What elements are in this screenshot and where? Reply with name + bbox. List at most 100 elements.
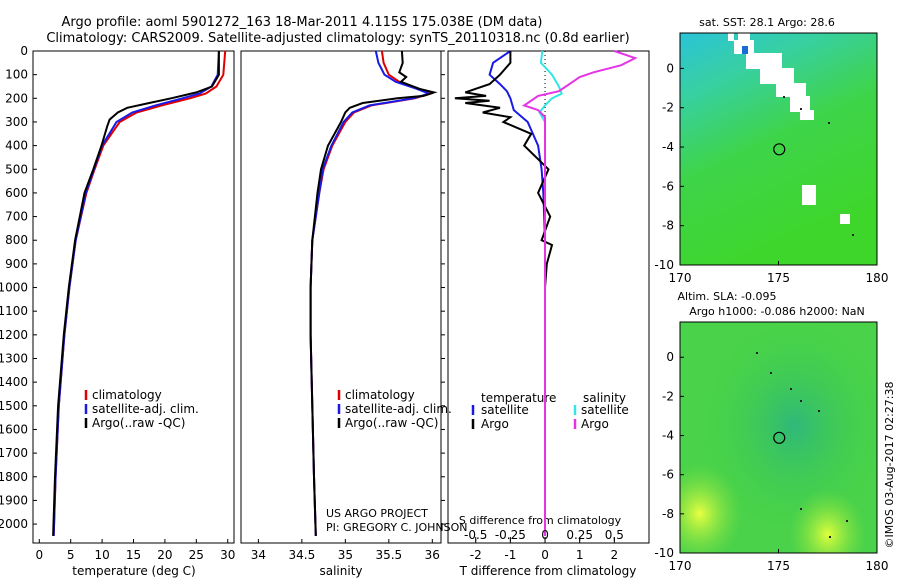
x-tick-label: -2	[470, 548, 482, 562]
series-line-climatology	[309, 50, 434, 536]
y-tick-label: 1400	[0, 375, 28, 389]
y-tick-label: 300	[5, 115, 28, 129]
sla-map-title-line2: Argo h1000: -0.086 h2000: NaN	[689, 305, 865, 318]
x-tick-label: 10	[94, 548, 109, 562]
series-line-climatology	[52, 50, 227, 536]
y-tick-label: 1200	[0, 328, 28, 342]
difference-bottom-xlabel: T difference from climatology	[459, 564, 637, 578]
legend-label: Argo(..raw -QC)	[92, 416, 185, 430]
map-x-tick-label: 175	[767, 271, 790, 285]
temperature-xlabel: temperature (deg C)	[72, 564, 195, 578]
map-y-tick-label: -2	[662, 389, 674, 403]
x-tick-label: 34.5	[289, 548, 316, 562]
legend-label: climatology	[345, 388, 415, 402]
figure-title-line1: Argo profile: aoml 5901272_163 18-Mar-20…	[62, 15, 543, 30]
x-tick-label: 2	[611, 548, 619, 562]
y-tick-label: 600	[5, 186, 28, 200]
map-x-tick-label: 180	[866, 271, 889, 285]
x-tick-label-top: -0.5	[464, 528, 487, 542]
map-x-tick-label: 175	[767, 559, 790, 573]
x-tick-label-top: 0	[541, 528, 549, 542]
map-x-tick-label: 170	[669, 271, 692, 285]
y-tick-label: 0	[20, 44, 28, 58]
series-line-satellite-adj-clim-	[52, 50, 220, 536]
map-y-tick-label: -10	[654, 258, 674, 272]
legend-label: Argo	[481, 417, 509, 431]
sst-cloud-mask	[728, 33, 850, 224]
island-speck	[800, 108, 802, 110]
copyright-stamp: ©IMOS 03-Aug-2017 02:27:38	[883, 382, 896, 549]
legend-label: Argo	[581, 417, 609, 431]
island-speck	[852, 234, 854, 236]
island-speck	[829, 536, 831, 538]
x-tick-label: 35.5	[375, 548, 402, 562]
salinity-xlabel: salinity	[319, 564, 362, 578]
legend-label: satellite-adj. clim.	[345, 402, 452, 416]
map-y-tick-label: -4	[662, 140, 674, 154]
y-tick-label: 400	[5, 139, 28, 153]
map-y-tick-label: -8	[662, 219, 674, 233]
y-tick-label: 1700	[0, 446, 28, 460]
series-line-temperature-satellite	[488, 50, 546, 536]
map-y-tick-label: -4	[662, 429, 674, 443]
x-tick-label: 34	[251, 548, 266, 562]
series-line-salinity-argo	[521, 50, 638, 536]
map-y-tick-label: -6	[662, 468, 674, 482]
x-tick-label: 25	[189, 548, 204, 562]
y-tick-label: 700	[5, 210, 28, 224]
map-y-tick-label: 0	[666, 61, 674, 75]
map-y-tick-label: 0	[666, 350, 674, 364]
y-tick-label: 1900	[0, 493, 28, 507]
temperature-plot: temperature (deg C) 01002003004005006007…	[0, 44, 445, 578]
salinity-axes-frame	[240, 50, 442, 544]
sst-deep-pixel	[742, 46, 748, 54]
x-tick-label: 0	[35, 548, 43, 562]
map-y-tick-label: -2	[662, 101, 674, 115]
salinity-plot: salinity US ARGO PROJECT PI: GREGORY C. …	[240, 50, 467, 578]
sla-map-title-line1: Altim. SLA: -0.095	[677, 290, 776, 303]
y-tick-label: 1000	[0, 281, 28, 295]
legend-label: satellite-adj. clim.	[92, 402, 199, 416]
island-speck	[846, 520, 848, 522]
y-tick-label: 800	[5, 233, 28, 247]
x-tick-label: 35	[338, 548, 353, 562]
y-tick-label: 900	[5, 257, 28, 271]
map-y-tick-label: -6	[662, 179, 674, 193]
x-tick-label: 5	[67, 548, 75, 562]
x-tick-label: -1	[504, 548, 516, 562]
x-tick-label: 30	[220, 548, 235, 562]
island-speck	[828, 122, 830, 124]
series-line-argo-raw-qc-	[52, 51, 220, 536]
x-tick-label: 0	[541, 548, 549, 562]
x-tick-label-top: -0.25	[495, 528, 526, 542]
island-speck	[800, 508, 802, 510]
island-speck	[756, 352, 758, 354]
series-line-salinity-satellite	[538, 50, 563, 536]
legend-label: satellite	[481, 403, 529, 417]
y-tick-label: 1300	[0, 352, 28, 366]
x-tick-label: 20	[157, 548, 172, 562]
credit-project: US ARGO PROJECT	[326, 507, 428, 520]
sst-map: sat. SST: 28.1 Argo: 28.6 170 175 180 0 -2 -4…	[654, 16, 888, 285]
profile-location-marker	[773, 431, 786, 444]
island-speck	[800, 400, 802, 402]
legend-label: climatology	[92, 388, 162, 402]
legend-salinity-header: salinity	[583, 391, 626, 405]
map-y-tick-label: -10	[654, 546, 674, 560]
y-tick-label: 1600	[0, 422, 28, 436]
difference-plot: S difference from climatology T differen…	[447, 50, 650, 578]
map-x-tick-label: 180	[866, 559, 889, 573]
y-tick-label: 1800	[0, 470, 28, 484]
x-tick-label: 15	[126, 548, 141, 562]
island-speck	[818, 410, 820, 412]
credit-pi: PI: GREGORY C. JOHNSON	[326, 521, 467, 534]
x-tick-label-top: 0.25	[566, 528, 593, 542]
x-tick-label: 1	[576, 548, 584, 562]
island-speck	[790, 388, 792, 390]
x-tick-label: 36	[425, 548, 440, 562]
y-tick-label: 2000	[0, 517, 28, 531]
series-line-temperature-argo	[454, 51, 554, 536]
legend-label: satellite	[581, 403, 629, 417]
series-line-argo-raw-qc-	[309, 50, 438, 536]
